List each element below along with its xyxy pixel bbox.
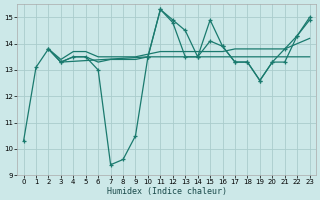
X-axis label: Humidex (Indice chaleur): Humidex (Indice chaleur) (107, 187, 227, 196)
